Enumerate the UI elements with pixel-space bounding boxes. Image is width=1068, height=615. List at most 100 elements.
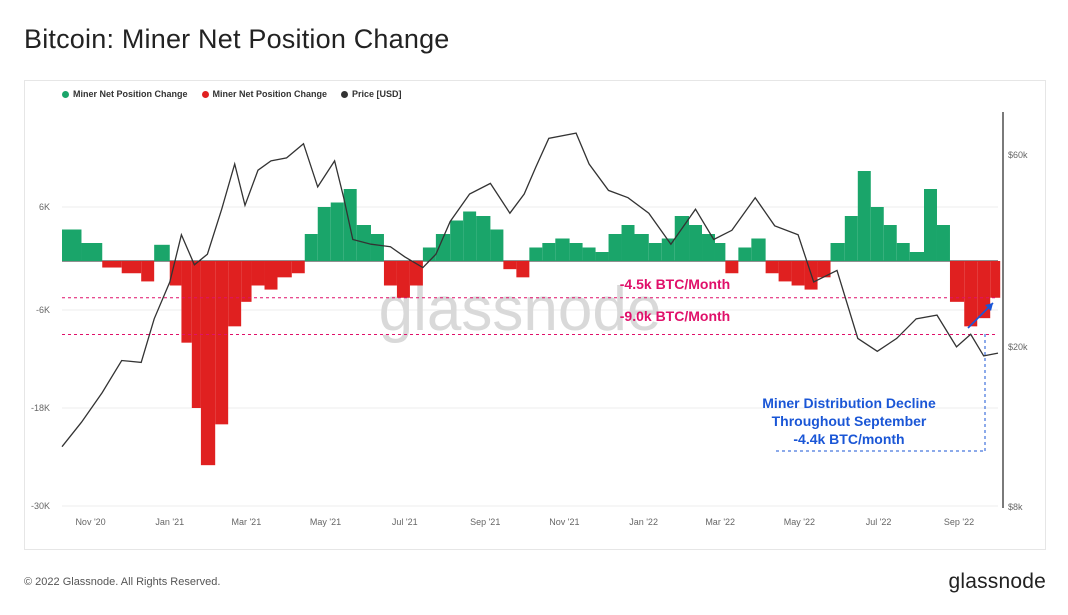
bar-negative xyxy=(503,261,517,270)
bar-negative xyxy=(396,261,410,298)
y-left-tick-label: -30K xyxy=(31,501,50,511)
x-tick-label: Jul '21 xyxy=(392,517,418,527)
y-right-tick-label: $60k xyxy=(1008,150,1028,160)
bar-negative xyxy=(169,261,182,286)
legend-dot-icon xyxy=(201,90,209,98)
bar-positive xyxy=(909,252,925,261)
bar-positive xyxy=(924,189,937,261)
bar-positive xyxy=(751,238,766,261)
bar-negative xyxy=(102,261,122,268)
legend-dot-icon xyxy=(341,90,349,98)
annotations-layer: -4.5k BTC/Month -9.0k BTC/Month Miner Di… xyxy=(620,276,994,452)
axes-layer: $60k $20k $8k Nov '20 Jan '21 Mar '21 May '21 J… xyxy=(75,112,1028,527)
x-tick-label: Mar '22 xyxy=(705,517,735,527)
x-tick-label: Sep '22 xyxy=(944,517,974,527)
glassnode-logo[interactable]: glassnode xyxy=(948,570,1046,593)
bar-negative xyxy=(409,261,423,286)
price-line xyxy=(61,132,999,448)
bar-positive xyxy=(422,247,436,261)
bar-positive xyxy=(330,202,344,261)
arrow-head-icon xyxy=(985,303,993,311)
bar-positive xyxy=(634,234,649,261)
bar-positive xyxy=(714,243,726,261)
annotation-note-line: Throughout September xyxy=(772,413,927,429)
chart-legend: Miner Net Position Change Miner Net Posi… xyxy=(62,89,402,99)
x-tick-label: Mar '21 xyxy=(231,517,261,527)
copyright: © 2022 Glassnode. All Rights Reserved. xyxy=(24,576,221,588)
bar-positive xyxy=(476,216,491,261)
bar-negative xyxy=(291,261,305,274)
bar-positive xyxy=(830,243,845,261)
bar-negative xyxy=(949,261,965,302)
reference-lines-layer xyxy=(62,297,998,335)
bar-positive xyxy=(450,220,464,261)
bar-positive xyxy=(648,243,662,261)
bar-positive xyxy=(81,243,103,261)
bar-negative xyxy=(990,261,1001,298)
bar-negative xyxy=(241,261,252,302)
bar-positive xyxy=(608,234,622,261)
bar-negative xyxy=(141,261,155,282)
bar-positive xyxy=(555,238,570,261)
bar-negative xyxy=(277,261,292,278)
bar-negative xyxy=(121,261,142,274)
legend-dot-icon xyxy=(62,90,69,98)
bar-negative xyxy=(791,261,805,286)
bar-negative xyxy=(516,261,530,278)
bar-positive xyxy=(154,244,170,261)
bar-negative xyxy=(251,261,265,286)
watermark: glassnode xyxy=(379,275,662,344)
legend-label: Miner Net Position Change xyxy=(212,89,328,99)
bar-positive xyxy=(542,243,556,261)
annotation-line1-label: -4.5k BTC/Month xyxy=(620,276,730,292)
x-tick-label: Jan '22 xyxy=(629,517,658,527)
bar-positive xyxy=(702,234,715,261)
bar-negative xyxy=(977,261,991,319)
bar-negative xyxy=(228,261,242,327)
bar-negative xyxy=(383,261,397,286)
bar-positive xyxy=(936,225,950,261)
bar-negative xyxy=(964,261,978,327)
bar-positive xyxy=(621,225,635,261)
bar-positive xyxy=(689,225,703,261)
bar-positive xyxy=(896,243,910,261)
bar-positive xyxy=(435,234,451,261)
bar-positive xyxy=(529,247,543,261)
bar-positive xyxy=(463,211,477,261)
bar-positive xyxy=(582,247,596,261)
bar-positive xyxy=(844,216,858,261)
bars-layer xyxy=(62,171,1001,466)
bar-positive xyxy=(304,234,318,261)
annotation-note-line: Miner Distribution Decline xyxy=(762,395,936,411)
bar-negative xyxy=(765,261,779,274)
bar-negative xyxy=(725,261,739,274)
y-left-tick-label: 6K xyxy=(39,202,50,212)
bar-negative xyxy=(778,261,792,282)
price-line-layer xyxy=(61,132,999,448)
x-tick-label: May '22 xyxy=(784,517,815,527)
bar-positive xyxy=(857,171,871,261)
bar-positive xyxy=(883,225,897,261)
legend-item-negative[interactable]: Miner Net Position Change xyxy=(201,89,328,99)
bar-negative xyxy=(215,261,229,425)
bar-negative xyxy=(181,261,192,343)
legend-item-positive[interactable]: Miner Net Position Change xyxy=(62,89,188,99)
legend-label: Miner Net Position Change xyxy=(73,89,188,99)
legend-item-price[interactable]: Price [USD] xyxy=(341,89,402,99)
x-tick-label: Jul '22 xyxy=(866,517,892,527)
bar-positive xyxy=(490,229,504,261)
x-tick-label: Nov '21 xyxy=(549,517,579,527)
bar-negative xyxy=(264,261,278,290)
x-tick-label: Sep '21 xyxy=(470,517,500,527)
x-tick-label: May '21 xyxy=(310,517,341,527)
bar-positive xyxy=(738,247,752,261)
annotation-note-line: -4.4k BTC/month xyxy=(793,431,904,447)
bar-positive xyxy=(870,207,884,261)
bar-positive xyxy=(595,252,609,261)
y-left-tick-label: -18K xyxy=(31,403,50,413)
page-title: Bitcoin: Miner Net Position Change xyxy=(24,24,450,54)
legend-label: Price [USD] xyxy=(352,89,402,99)
y-right-tick-label: $8k xyxy=(1008,502,1023,512)
chart-frame xyxy=(24,80,1046,550)
